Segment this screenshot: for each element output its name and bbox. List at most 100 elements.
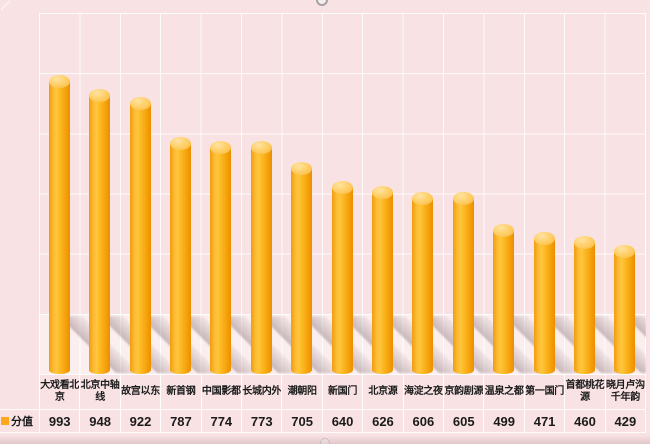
category-cell-8: 北京源 bbox=[362, 374, 403, 409]
bar-9 bbox=[412, 191, 434, 374]
category-cell-7: 新国门 bbox=[321, 374, 363, 409]
category-label-2: 故宫以东 bbox=[121, 385, 160, 397]
bar-body-7 bbox=[331, 187, 353, 374]
bar-8 bbox=[371, 185, 393, 374]
bar-cap-9 bbox=[412, 191, 434, 205]
value-cell-8: 626 bbox=[362, 410, 402, 432]
corner-artifact-icon bbox=[1, 0, 10, 11]
bar-body-14 bbox=[614, 250, 636, 374]
bar-cap-10 bbox=[452, 191, 474, 205]
bar-0 bbox=[48, 75, 70, 374]
bar-5 bbox=[250, 141, 272, 374]
category-label-3: 新首钢 bbox=[166, 385, 196, 397]
value-cell-5: 773 bbox=[241, 410, 281, 432]
category-label-11: 温泉之都 bbox=[484, 385, 524, 397]
value-cell-1: 948 bbox=[79, 410, 119, 432]
bar-cap-12 bbox=[533, 232, 555, 246]
category-cell-9: 海淀之夜 bbox=[402, 374, 443, 409]
bar-body-9 bbox=[412, 197, 434, 374]
bottom-edge-shade bbox=[0, 435, 650, 444]
value-cell-6: 705 bbox=[281, 410, 321, 432]
bar-cap-6 bbox=[291, 161, 313, 175]
bar-body-12 bbox=[533, 238, 555, 374]
bar-12 bbox=[533, 232, 555, 374]
value-cell-7: 640 bbox=[321, 410, 362, 432]
bar-body-4 bbox=[210, 147, 232, 374]
category-label-1: 北京中轴 线 bbox=[80, 379, 120, 404]
series-marker-icon bbox=[1, 417, 9, 425]
value-row: 分值 993 948 922 787 774 773 705 640 626 606 605 499 4… bbox=[0, 409, 647, 433]
value-cell-14: 429 bbox=[604, 410, 647, 432]
bar-cap-7 bbox=[331, 181, 353, 195]
category-label-4: 中国影都 bbox=[201, 385, 241, 397]
category-cell-0: 大戏看北 京 bbox=[39, 374, 79, 409]
resize-handle-icon[interactable] bbox=[316, 0, 328, 6]
category-label-9: 海淀之夜 bbox=[403, 385, 443, 397]
value-cell-10: 605 bbox=[443, 410, 483, 432]
bar-4 bbox=[210, 141, 232, 374]
bar-body-8 bbox=[371, 191, 393, 374]
bar-body-0 bbox=[48, 81, 70, 374]
bar-cap-4 bbox=[210, 141, 232, 155]
bar-14 bbox=[614, 244, 636, 374]
bar-cap-2 bbox=[129, 96, 151, 110]
category-cell-13: 首都桃花 源 bbox=[564, 374, 605, 409]
bar-cap-11 bbox=[493, 223, 515, 237]
category-cell-2: 故宫以东 bbox=[119, 374, 160, 409]
bar-body-2 bbox=[129, 102, 151, 374]
series-name: 分值 bbox=[11, 416, 33, 428]
bar-cap-8 bbox=[371, 185, 393, 199]
bar-body-11 bbox=[493, 229, 515, 374]
value-cell-0: 993 bbox=[39, 410, 79, 432]
category-label-13: 首都桃花 源 bbox=[565, 379, 605, 404]
category-cell-11: 温泉之都 bbox=[483, 374, 524, 409]
category-label-7: 新国门 bbox=[327, 385, 358, 397]
category-label-6: 潮朝阳 bbox=[287, 385, 317, 397]
value-cell-3: 787 bbox=[160, 410, 200, 432]
value-cell-11: 499 bbox=[483, 410, 523, 432]
bar-body-3 bbox=[169, 143, 191, 374]
bar-10 bbox=[452, 191, 474, 374]
category-label-14: 晓月卢沟 千年韵 bbox=[605, 379, 645, 404]
bar-6 bbox=[291, 161, 313, 374]
category-cell-5: 长城内外 bbox=[241, 374, 281, 409]
category-row-spacer bbox=[0, 374, 39, 409]
category-label-10: 京韵剧源 bbox=[444, 385, 484, 397]
bar-body-6 bbox=[291, 167, 313, 374]
bar-1 bbox=[89, 88, 111, 374]
bar-body-10 bbox=[452, 197, 474, 374]
bar-3 bbox=[169, 137, 191, 374]
bar-body-5 bbox=[250, 147, 272, 374]
value-cell-12: 471 bbox=[523, 410, 564, 432]
category-row: 大戏看北 京北京中轴 线故宫以东 新首钢 中国影都 长城内外 潮朝阳 新国门 北京源 海淀之夜… bbox=[0, 374, 647, 409]
bar-cap-13 bbox=[573, 235, 595, 249]
value-cell-9: 606 bbox=[402, 410, 443, 432]
resize-handle-bottom-icon[interactable] bbox=[320, 438, 330, 444]
category-label-5: 长城内外 bbox=[242, 385, 282, 397]
category-cell-12: 第一国门 bbox=[523, 374, 564, 409]
bar-11 bbox=[493, 223, 515, 374]
value-cell-4: 774 bbox=[200, 410, 241, 432]
bar-13 bbox=[573, 235, 595, 374]
bar-cap-0 bbox=[48, 75, 70, 89]
category-label-12: 第一国门 bbox=[525, 385, 564, 397]
value-cell-13: 460 bbox=[564, 410, 604, 432]
legend-cell: 分值 bbox=[0, 410, 39, 432]
bar-cap-14 bbox=[614, 244, 636, 258]
bar-cap-1 bbox=[89, 88, 111, 102]
category-cell-3: 新首钢 bbox=[160, 374, 201, 409]
category-cell-4: 中国影都 bbox=[200, 374, 241, 409]
category-label-8: 北京源 bbox=[368, 385, 398, 397]
bar-cap-5 bbox=[250, 141, 272, 155]
bar-body-13 bbox=[573, 241, 595, 374]
value-cell-2: 922 bbox=[119, 410, 160, 432]
bar-cap-3 bbox=[169, 137, 191, 151]
bar-body-1 bbox=[89, 94, 111, 374]
bar-7 bbox=[331, 181, 353, 374]
category-cell-6: 潮朝阳 bbox=[281, 374, 322, 409]
category-cell-14: 晓月卢沟 千年韵 bbox=[604, 374, 647, 409]
category-cell-10: 京韵剧源 bbox=[443, 374, 483, 409]
category-cell-1: 北京中轴 线 bbox=[79, 374, 120, 409]
category-label-0: 大戏看北 京 bbox=[40, 379, 80, 404]
